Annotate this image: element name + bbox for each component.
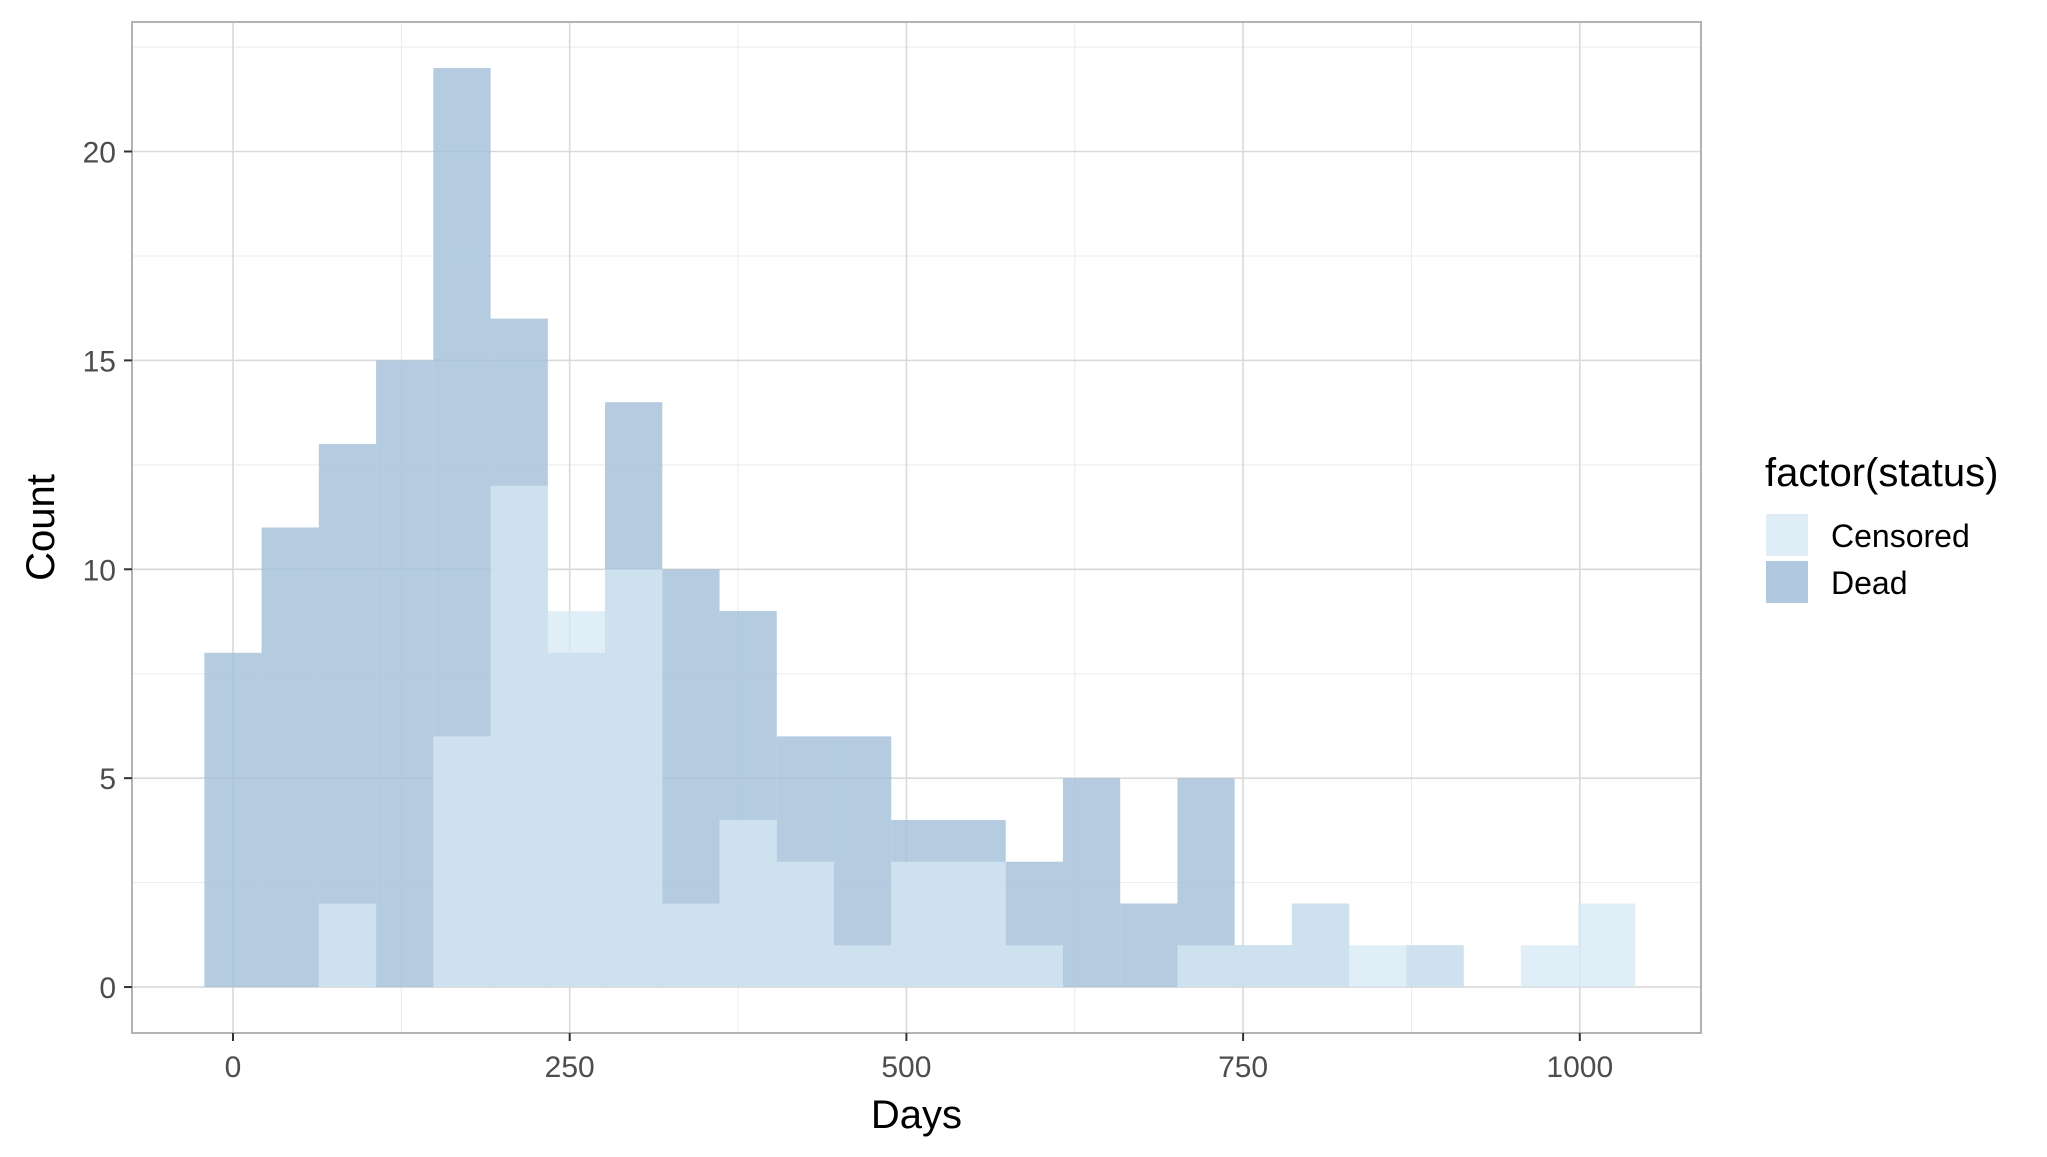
grid-minor: [132, 22, 1701, 1033]
y-axis-ticks: 0 5 10 15 20: [83, 137, 132, 1005]
bar-dead: [1120, 903, 1178, 988]
bar-censored: [891, 861, 949, 988]
y-tick-label: 5: [99, 763, 116, 796]
y-tick-label: 0: [99, 972, 116, 1005]
x-tick-label: 1000: [1546, 1051, 1613, 1084]
bar-censored: [948, 861, 1006, 988]
bar-censored: [776, 861, 835, 988]
legend-key-dead: [1766, 561, 1808, 603]
bar-censored: [433, 736, 491, 988]
bar-censored: [719, 819, 777, 988]
bar-censored: [1234, 945, 1292, 988]
x-tick-label: 250: [545, 1051, 595, 1084]
x-axis-title: Days: [871, 1093, 962, 1137]
bar-censored: [605, 569, 663, 988]
bar-censored: [547, 611, 606, 988]
bar-dead: [318, 443, 377, 988]
bar-censored: [1177, 945, 1235, 988]
bar-censored: [318, 903, 377, 988]
x-tick-label: 0: [225, 1051, 242, 1084]
bar-dead: [261, 527, 319, 988]
legend: factor(status) Censored Dead: [1765, 451, 1998, 603]
series-censored-bars: [318, 485, 1636, 988]
bar-censored: [1005, 945, 1063, 988]
legend-key-censored: [1766, 514, 1808, 556]
y-tick-label: 20: [83, 137, 116, 170]
x-tick-label: 750: [1218, 1051, 1268, 1084]
bar-censored: [1349, 945, 1407, 988]
bar-censored: [1520, 945, 1579, 988]
legend-label-dead: Dead: [1831, 565, 1908, 601]
bar-dead: [834, 736, 892, 988]
legend-items: Censored Dead: [1766, 514, 1970, 603]
y-axis-title: Count: [19, 474, 63, 581]
legend-label-censored: Censored: [1831, 518, 1970, 554]
bar-censored: [490, 485, 548, 988]
x-axis-ticks: 0 250 500 750 1000: [225, 1033, 1613, 1084]
bar-censored: [1578, 903, 1636, 988]
bar-dead: [204, 652, 262, 988]
y-tick-label: 10: [83, 554, 116, 587]
legend-title: factor(status): [1765, 451, 1998, 495]
x-tick-label: 500: [881, 1051, 931, 1084]
bar-dead: [1062, 778, 1121, 988]
bar-censored: [1406, 945, 1464, 988]
y-tick-label: 15: [83, 345, 116, 378]
bar-censored: [1291, 903, 1350, 988]
bar-censored: [834, 945, 892, 988]
bar-dead: [376, 360, 434, 988]
bar-censored: [662, 903, 720, 988]
panel-border: [131, 21, 1702, 1034]
